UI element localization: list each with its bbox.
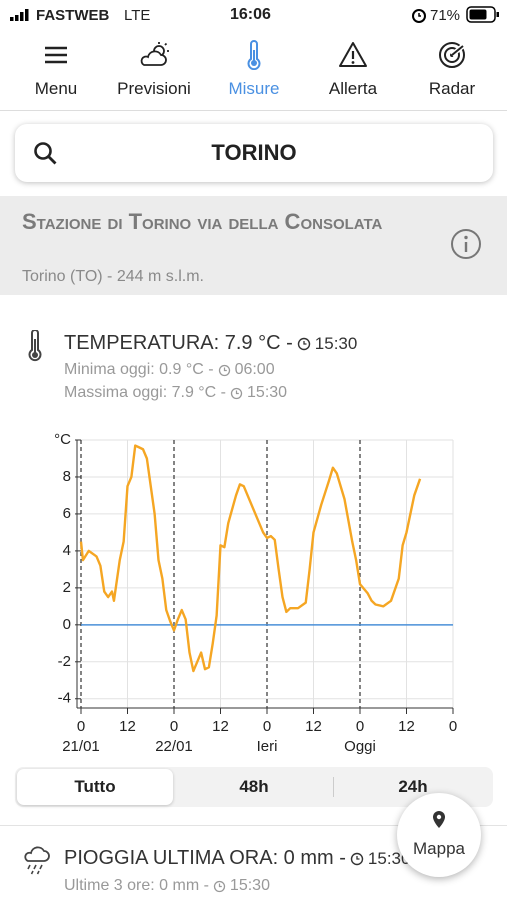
clock-time: 16:06 — [230, 6, 271, 23]
map-button[interactable]: Mappa — [397, 793, 481, 877]
nav-item[interactable]: Previsioni — [104, 30, 204, 110]
maximum-time: 15:30 — [247, 384, 288, 401]
temperature-time: 15:30 — [314, 333, 358, 353]
status-bar: FASTWEB LTE 16:06 71% — [0, 0, 507, 30]
x-tick-label: 0 — [77, 718, 85, 735]
day-label: Ieri — [257, 738, 278, 755]
range-tab[interactable]: 24h — [398, 777, 428, 796]
temperature-line — [79, 444, 422, 673]
alarm-icon — [412, 9, 426, 23]
rain-row: PIOGGIA ULTIMA ORA: 0 mm - 15:30 — [64, 847, 410, 870]
x-tick-label: 12 — [305, 718, 322, 735]
x-tick-label: 12 — [212, 718, 229, 735]
y-tick-label: 8 — [63, 468, 71, 485]
temperature-label: TEMPERATURA: 7.9 °C - — [64, 332, 293, 354]
thermometer-icon — [247, 40, 261, 70]
maximum-row: Massima oggi: 7.9 °C - 15:30 — [64, 384, 287, 402]
nav-item[interactable]: Misure — [204, 30, 304, 110]
station-header: Stazione di Torino via della Consolata T… — [0, 196, 507, 295]
tab-divider — [333, 777, 334, 797]
nav-item[interactable]: Allerta — [303, 30, 403, 110]
search-icon — [34, 142, 57, 165]
battery-icon — [466, 6, 499, 23]
temperature-row: TEMPERATURA: 7.9 °C - 15:30 — [64, 332, 357, 355]
clock-icon — [350, 852, 364, 865]
y-tick-label: °C — [54, 431, 71, 448]
network: LTE — [124, 7, 151, 24]
clock-icon — [230, 387, 243, 399]
rain-sub-time: 15:30 — [229, 877, 270, 894]
y-tick-label: 0 — [63, 616, 71, 633]
rain-icon — [24, 846, 50, 875]
nav-item[interactable]: Radar — [402, 30, 502, 110]
nav-label: Previsioni — [117, 79, 191, 98]
nav-item[interactable]: Menu — [6, 30, 106, 110]
info-icon[interactable] — [450, 228, 482, 260]
clock-icon — [213, 880, 226, 892]
y-tick-label: -2 — [58, 653, 71, 670]
maximum-label: Massima oggi: 7.9 °C - — [64, 384, 227, 401]
radar-icon — [439, 42, 466, 68]
nav-label: Radar — [428, 79, 476, 98]
nav-label: Allerta — [328, 79, 378, 98]
x-tick-label: 12 — [398, 718, 415, 735]
x-tick-label: 0 — [170, 718, 178, 735]
minimum-label: Minima oggi: 0.9 °C - — [64, 361, 214, 378]
day-label: Oggi — [344, 738, 376, 755]
y-tick-label: -4 — [58, 690, 71, 707]
day-label: 22/01 — [155, 738, 193, 755]
divider — [0, 825, 507, 826]
minimum-time: 06:00 — [234, 361, 275, 378]
forecast-icon — [140, 42, 169, 66]
battery-percent: 71% — [430, 7, 461, 24]
search-box[interactable]: TORINO — [15, 124, 493, 182]
alert-icon — [339, 42, 367, 67]
range-tabs: Tutto 48h 24h — [15, 767, 493, 807]
station-title: Stazione di Torino via della Consolata — [22, 209, 383, 234]
x-tick-label: 0 — [449, 718, 457, 735]
x-tick-label: 0 — [263, 718, 271, 735]
station-subtitle: Torino (TO) - 244 m s.l.m. — [22, 268, 204, 285]
nav-label: Menu — [34, 79, 78, 98]
rain-sub-label: Ultime 3 ore: 0 mm - — [64, 877, 209, 894]
rain-label: PIOGGIA ULTIMA ORA: 0 mm - — [64, 847, 346, 869]
day-label: 21/01 — [62, 738, 100, 755]
clock-icon — [218, 364, 230, 376]
nav-label: Misure — [228, 79, 280, 98]
range-tab[interactable]: 48h — [239, 777, 269, 796]
minimum-row: Minima oggi: 0.9 °C - 06:00 — [64, 361, 275, 379]
range-tab[interactable]: Tutto — [17, 769, 173, 805]
y-tick-label: 4 — [63, 542, 71, 559]
rain-sub-row: Ultime 3 ore: 0 mm - 15:30 — [64, 877, 270, 895]
y-tick-label: 2 — [63, 579, 71, 596]
thermometer-icon — [28, 330, 42, 362]
signal-icon — [10, 9, 29, 21]
menu-icon — [45, 46, 67, 64]
nav-bar: Menu Previsioni Misure Allerta Radar — [0, 30, 507, 111]
temperature-chart: -4 -2 0 2 4 6 8 °C 0 12 0 12 0 12 0 12 0 21/01 22/01 Ieri Og… — [54, 431, 457, 755]
pin-icon — [433, 811, 445, 828]
map-label: Mappa — [413, 839, 465, 858]
clock-icon — [297, 337, 310, 350]
y-tick-label: 6 — [63, 505, 71, 522]
search-query: TORINO — [211, 140, 297, 165]
x-tick-label: 12 — [119, 718, 136, 735]
carrier: FASTWEB — [36, 7, 110, 24]
rain-time: 15:30 — [367, 848, 411, 868]
x-tick-label: 0 — [356, 718, 364, 735]
